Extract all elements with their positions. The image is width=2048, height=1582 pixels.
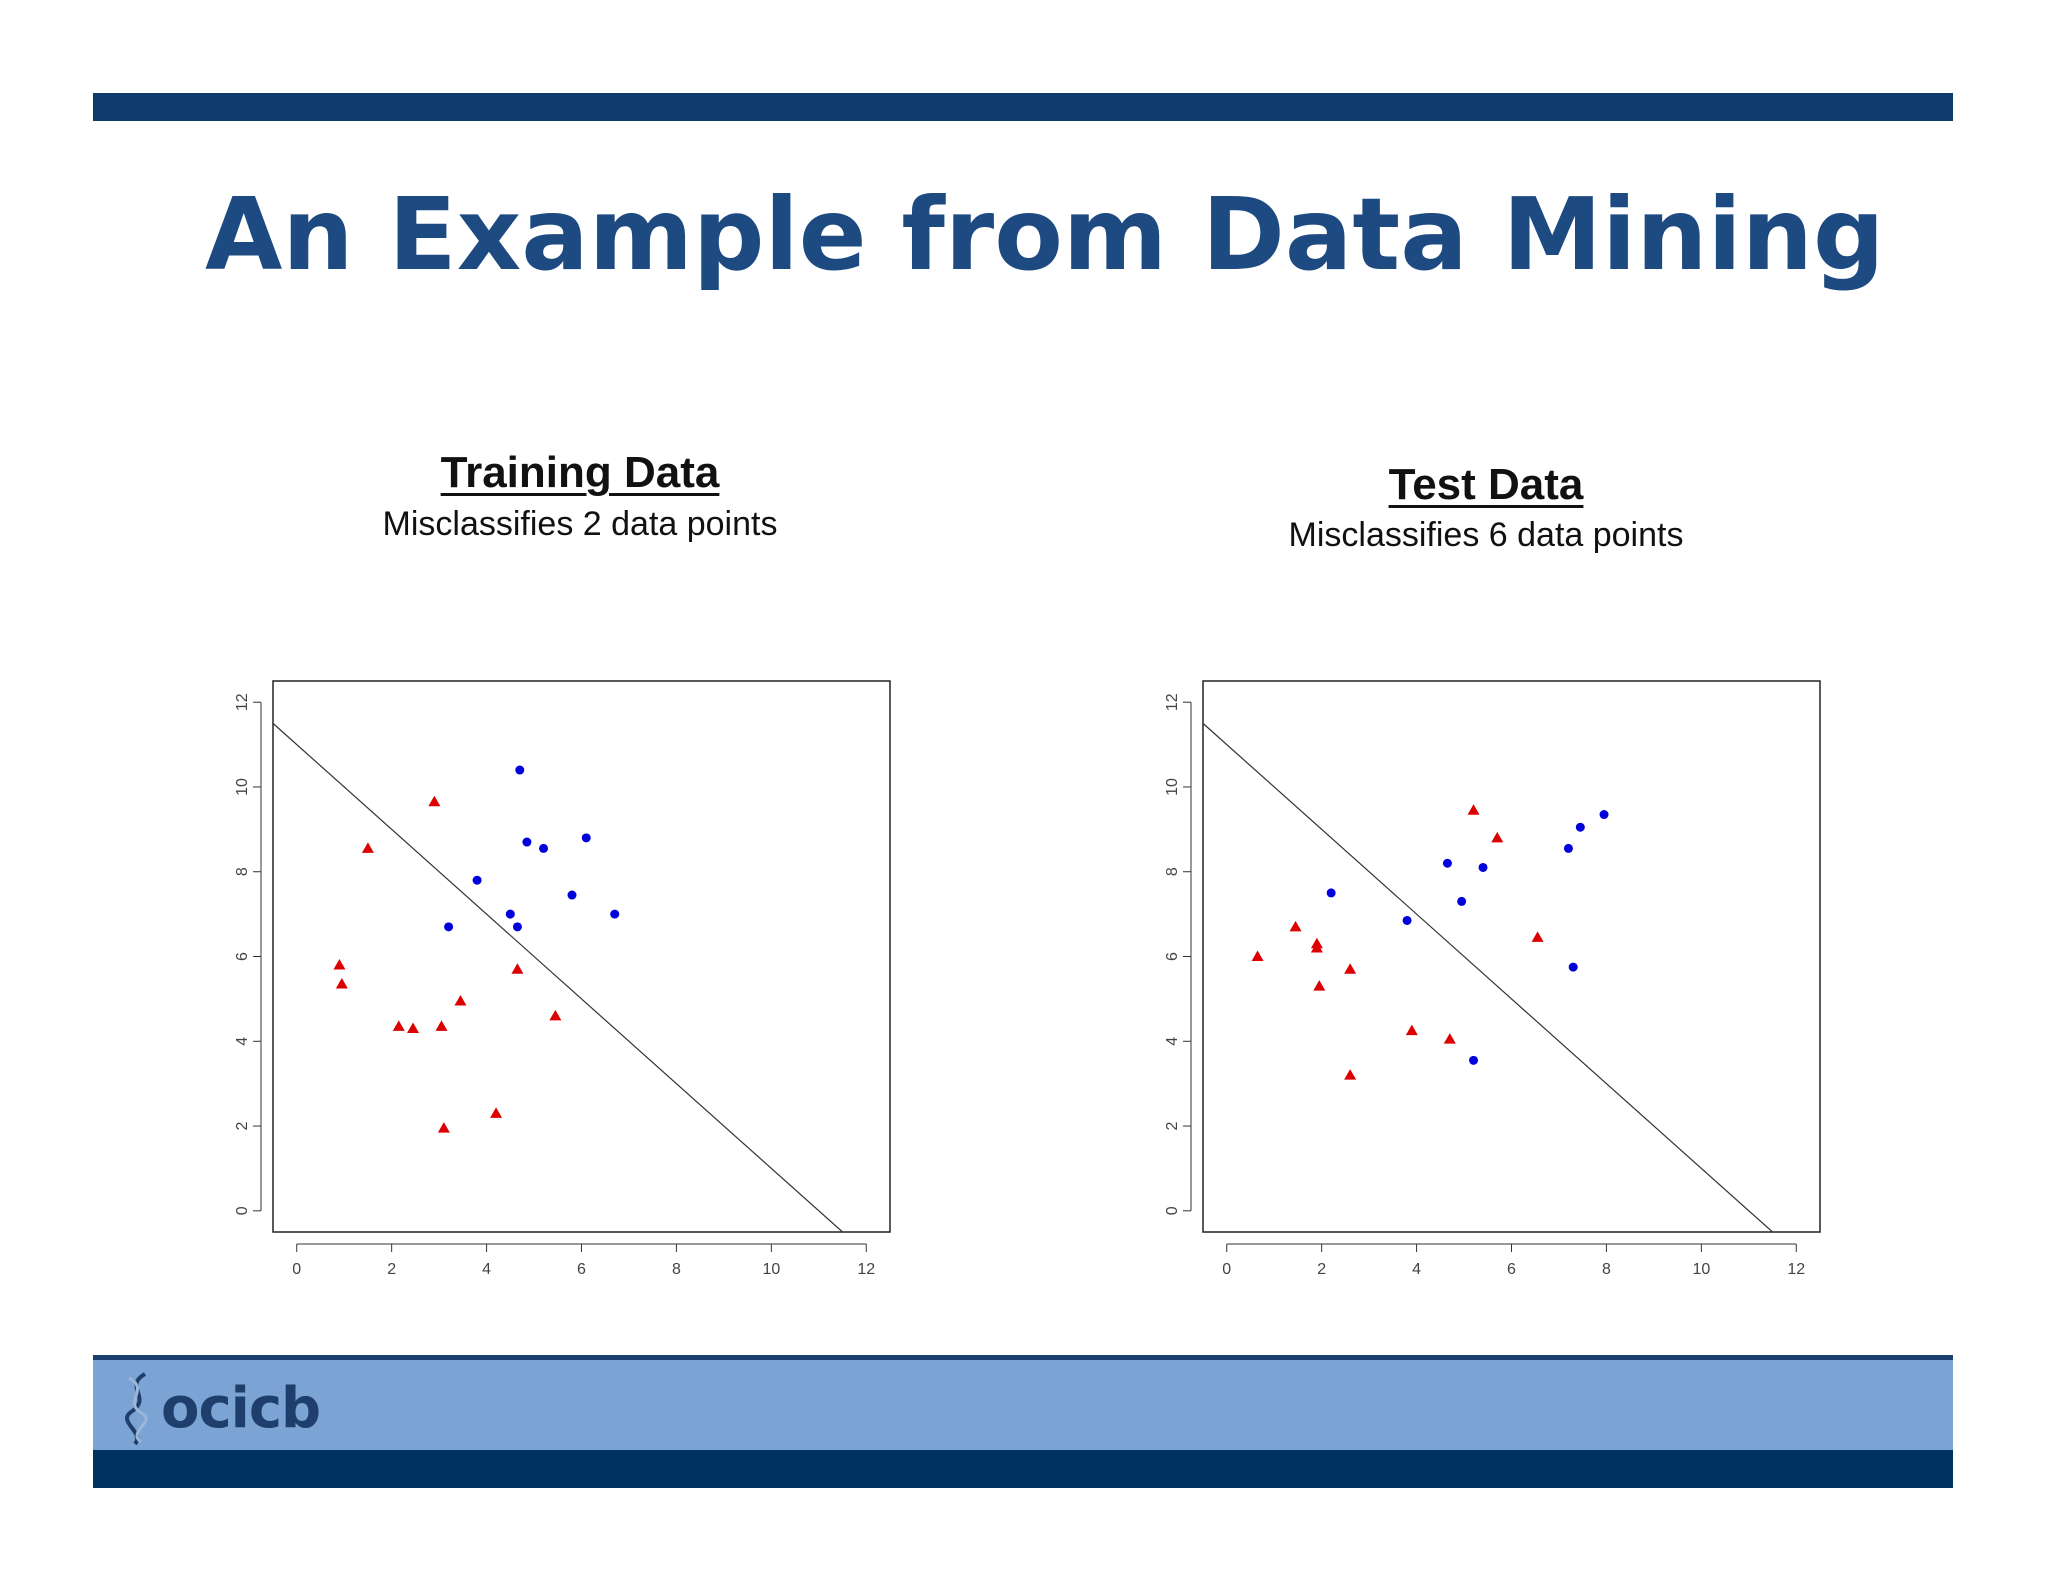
ocicb-logo: ocicb xyxy=(115,1368,321,1448)
red-triangle-point xyxy=(1531,931,1544,942)
blue-circle-point xyxy=(512,922,522,932)
top-accent-bar xyxy=(93,93,1953,121)
red-triangle-point xyxy=(1491,831,1504,843)
x-tick-label: 6 xyxy=(1507,1261,1516,1278)
y-tick-label: 2 xyxy=(1164,1121,1181,1130)
red-triangle-point xyxy=(1344,1069,1357,1080)
y-tick-label: 0 xyxy=(1164,1206,1181,1215)
blue-circle-point xyxy=(1442,858,1452,868)
red-triangle-point xyxy=(1313,980,1326,991)
x-tick-label: 8 xyxy=(1602,1261,1611,1278)
test-scatter-plot: 0 2 4 6 8 10 12 0 2 4 6 8 10 12 xyxy=(1164,680,1821,1278)
decision-boundary-line xyxy=(273,722,843,1232)
x-tick-label: 10 xyxy=(1692,1261,1710,1278)
x-tick-label: 4 xyxy=(1412,1261,1421,1278)
red-triangle-point xyxy=(335,978,348,989)
x-tick-label: 10 xyxy=(762,1261,780,1278)
x-tick-label: 12 xyxy=(857,1261,875,1278)
y-tick-label: 10 xyxy=(234,778,251,796)
red-triangle-point xyxy=(454,995,467,1006)
training-panel-title: Training Data xyxy=(440,448,720,497)
footer-bottom-bar xyxy=(93,1450,1953,1488)
y-tick-label: 4 xyxy=(234,1037,251,1046)
red-triangle-point xyxy=(1310,942,1323,953)
training-panel-subtitle: Misclassifies 2 data points xyxy=(382,505,778,543)
x-tick-label: 0 xyxy=(1222,1261,1231,1278)
red-triangle-point xyxy=(392,1020,405,1031)
red-triangle-point xyxy=(490,1107,503,1118)
blue-circle-point xyxy=(1599,810,1609,820)
blue-circle-point xyxy=(1402,915,1412,925)
blue-circle-point xyxy=(515,765,525,775)
blue-circle-point xyxy=(1469,1055,1479,1065)
red-triangle-point xyxy=(407,1022,420,1034)
blue-circle-point xyxy=(444,922,454,932)
red-triangle-point xyxy=(437,1122,450,1133)
x-tick-label: 2 xyxy=(387,1261,396,1278)
y-tick-label: 10 xyxy=(1164,778,1181,796)
y-tick-label: 4 xyxy=(1164,1037,1181,1046)
blue-circle-point xyxy=(581,833,591,843)
blue-circle-point xyxy=(522,837,532,847)
test-panel-title: Test Data xyxy=(1388,460,1584,509)
footer-band-edge xyxy=(93,1355,1953,1360)
x-tick-label: 4 xyxy=(482,1261,491,1278)
blue-circle-point xyxy=(472,875,482,885)
y-tick-label: 12 xyxy=(1164,693,1181,711)
helix-icon xyxy=(125,1372,148,1446)
y-tick-label: 0 xyxy=(234,1206,251,1215)
x-tick-label: 0 xyxy=(292,1261,301,1278)
red-triangle-point xyxy=(1467,804,1480,815)
red-triangle-point xyxy=(1251,950,1264,961)
test-panel-subtitle: Misclassifies 6 data points xyxy=(1288,516,1684,554)
blue-circle-point xyxy=(1568,962,1578,972)
red-triangle-point xyxy=(333,958,346,970)
red-triangle-point xyxy=(1344,963,1357,974)
red-triangle-point xyxy=(361,842,374,853)
y-tick-label: 8 xyxy=(234,867,251,876)
training-scatter-plot: 0 2 4 6 8 10 12 0 2 4 6 8 10 12 xyxy=(234,680,891,1278)
red-triangle-point xyxy=(1405,1024,1418,1036)
plot-frame xyxy=(1202,680,1821,1233)
red-triangle-point xyxy=(428,795,441,807)
red-triangle-point xyxy=(1289,920,1302,932)
blue-circle-point xyxy=(610,909,620,919)
blue-circle-point xyxy=(539,843,549,853)
blue-circle-point xyxy=(567,890,577,900)
y-tick-label: 6 xyxy=(1164,952,1181,961)
x-tick-label: 8 xyxy=(672,1261,681,1278)
x-tick-label: 2 xyxy=(1317,1261,1326,1278)
red-triangle-point xyxy=(549,1009,562,1021)
x-tick-label: 12 xyxy=(1787,1261,1805,1278)
y-tick-label: 8 xyxy=(1164,867,1181,876)
slide-title: An Example from Data Mining xyxy=(205,176,1885,293)
plot-frame xyxy=(272,680,891,1233)
decision-boundary-line xyxy=(1203,722,1773,1232)
red-triangle-point xyxy=(1443,1033,1456,1044)
footer-band xyxy=(93,1360,1953,1450)
blue-circle-point xyxy=(1478,862,1488,872)
blue-circle-point xyxy=(1563,843,1573,853)
y-tick-label: 12 xyxy=(234,693,251,711)
blue-circle-point xyxy=(1575,822,1585,832)
y-tick-label: 6 xyxy=(234,952,251,961)
blue-circle-point xyxy=(1326,888,1336,898)
x-tick-label: 6 xyxy=(577,1261,586,1278)
y-tick-label: 2 xyxy=(234,1121,251,1130)
blue-circle-point xyxy=(505,909,515,919)
red-triangle-point xyxy=(511,963,524,974)
logo-text: ocicb xyxy=(161,1375,321,1441)
red-triangle-point xyxy=(435,1020,448,1031)
blue-circle-point xyxy=(1457,896,1467,906)
